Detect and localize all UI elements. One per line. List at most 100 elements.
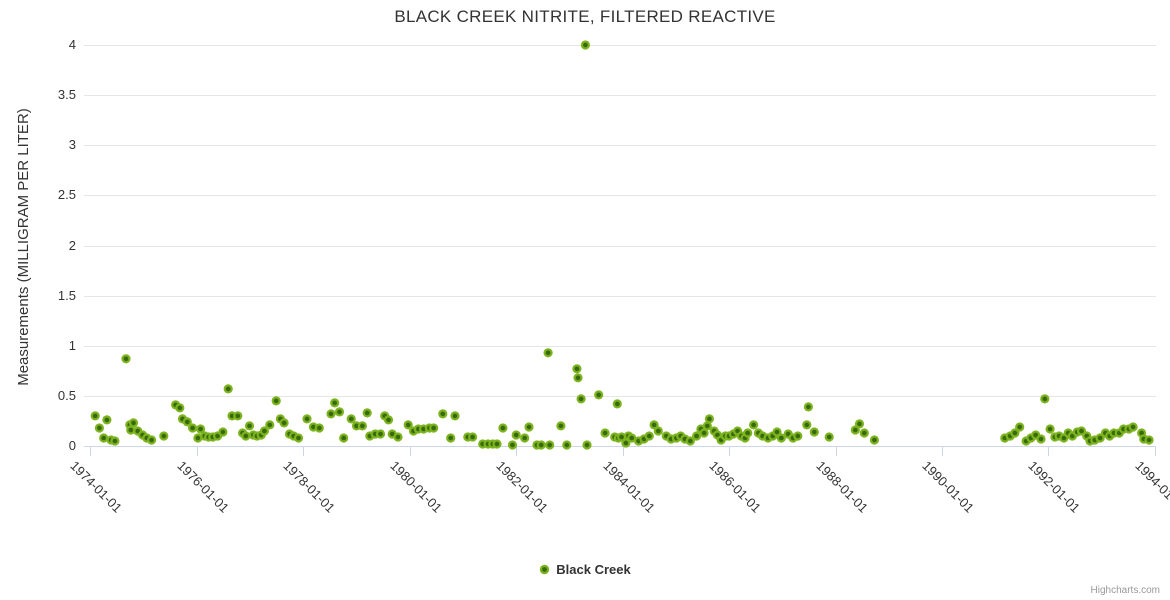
data-point[interactable] [743,428,753,438]
data-point[interactable] [121,354,131,364]
data-point[interactable] [545,440,555,450]
data-point[interactable] [147,435,157,445]
data-point[interactable] [498,423,508,433]
data-point[interactable] [580,40,591,50]
y-axis-label: 2 [68,237,76,253]
data-point[interactable] [468,432,478,442]
data-point[interactable] [1128,422,1138,432]
data-point[interactable] [223,384,233,394]
data-point[interactable] [556,421,566,431]
data-point[interactable] [339,433,349,443]
data-point[interactable] [188,423,198,433]
data-point[interactable] [1036,434,1046,444]
data-point[interactable] [362,408,372,418]
data-point[interactable] [233,411,243,421]
y-axis-label: 4 [68,37,76,52]
data-point[interactable] [685,436,695,446]
data-point[interactable] [90,411,100,421]
data-point[interactable] [1040,394,1050,404]
data-point[interactable] [1015,422,1025,432]
data-point[interactable] [159,431,169,441]
data-point[interactable] [492,439,502,449]
data-point[interactable] [438,409,448,419]
data-point[interactable] [582,440,592,450]
data-point[interactable] [271,396,281,406]
data-point[interactable] [241,431,251,441]
data-point[interactable] [259,426,269,436]
data-point[interactable] [182,417,192,427]
data-point[interactable] [128,418,139,428]
data-point[interactable] [175,403,185,413]
legend-label: Black Creek [556,562,631,577]
data-point[interactable] [749,420,759,430]
data-point[interactable] [375,429,386,439]
data-point[interactable] [302,414,312,424]
highcharts-credits-link[interactable]: Highcharts.com [1090,585,1160,596]
data-point[interactable] [600,428,610,438]
data-point[interactable] [854,419,865,429]
data-point[interactable] [403,420,413,430]
y-axis-label: 0 [68,438,76,453]
data-point[interactable] [1045,424,1055,434]
data-point[interactable] [692,431,702,441]
data-point[interactable] [346,414,356,424]
data-point[interactable] [543,348,553,358]
data-point[interactable] [802,420,812,430]
data-point[interactable] [824,432,834,442]
data-point[interactable] [644,431,654,441]
data-point[interactable] [524,422,534,432]
data-point[interactable] [612,399,622,409]
data-point[interactable] [627,433,637,443]
data-point[interactable] [110,436,120,446]
data-point[interactable] [859,428,869,438]
data-point[interactable] [193,433,203,443]
y-axis-label: 2.5 [57,187,76,203]
data-point[interactable] [446,433,456,443]
data-point[interactable] [572,364,582,374]
data-point[interactable] [357,421,367,431]
data-point[interactable] [99,433,109,443]
data-point[interactable] [803,402,814,412]
data-point[interactable] [776,433,786,443]
data-point[interactable] [450,411,460,421]
data-point[interactable] [653,426,663,436]
data-point[interactable] [809,427,819,437]
data-point[interactable] [536,440,546,450]
data-point[interactable] [520,433,530,443]
data-point[interactable] [793,431,803,441]
data-point[interactable] [511,430,521,440]
data-point[interactable] [293,433,304,443]
data-point[interactable] [244,421,255,431]
data-point[interactable] [334,407,345,417]
data-point[interactable] [94,423,104,433]
data-point[interactable] [704,414,715,424]
y-axis-label: 1.5 [57,287,76,303]
data-point[interactable] [102,415,112,425]
data-point[interactable] [218,427,228,437]
data-point[interactable] [562,440,572,450]
data-point[interactable] [126,425,136,435]
data-point[interactable] [326,409,336,419]
data-point[interactable] [702,421,712,431]
data-point[interactable] [196,424,206,434]
data-point[interactable] [314,423,324,433]
legend-item-black-creek[interactable]: Black Creek [0,562,1170,577]
data-point[interactable] [1144,435,1154,445]
data-point[interactable] [869,435,880,445]
y-axis-label: 3.5 [57,87,76,103]
data-point[interactable] [383,415,394,425]
data-point[interactable] [330,398,340,408]
gridlines [84,45,1156,447]
data-point[interactable] [573,373,583,383]
data-point[interactable] [265,420,275,430]
data-point[interactable] [393,432,403,442]
y-axis-label: 3 [68,137,76,153]
data-point[interactable] [576,394,586,404]
data-point[interactable] [279,418,289,428]
data-point[interactable] [507,440,518,450]
data-point[interactable] [594,390,604,400]
data-point[interactable] [699,428,709,438]
data-point[interactable] [429,423,439,433]
